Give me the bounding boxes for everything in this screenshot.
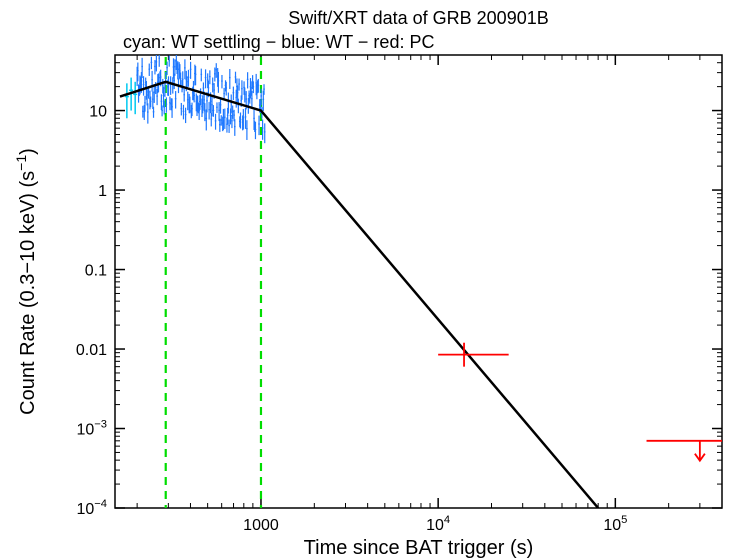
svg-text:1000: 1000 xyxy=(243,517,279,534)
svg-text:10−4: 10−4 xyxy=(76,498,107,518)
y-axis-label: Count Rate (0.3−10 keV) (s−1) xyxy=(13,148,39,415)
svg-text:0.01: 0.01 xyxy=(76,342,107,359)
svg-text:105: 105 xyxy=(603,514,627,534)
chart-svg: 1000 104 105 10−4 10−3 0.01 0.1 1 10 Swift/XRT da… xyxy=(0,0,746,558)
chart-subtitle: cyan: WT settling − blue: WT − red: PC xyxy=(123,32,434,52)
x-axis-label: Time since BAT trigger (s) xyxy=(304,537,534,558)
svg-text:1: 1 xyxy=(98,183,107,200)
svg-text:104: 104 xyxy=(426,514,450,534)
chart-title: Swift/XRT data of GRB 200901B xyxy=(288,8,548,28)
svg-text:10−3: 10−3 xyxy=(76,419,107,439)
svg-text:0.1: 0.1 xyxy=(85,263,107,280)
svg-text:10: 10 xyxy=(89,104,107,121)
lightcurve-chart: 1000 104 105 10−4 10−3 0.01 0.1 1 10 Swift/XRT da… xyxy=(0,0,746,558)
